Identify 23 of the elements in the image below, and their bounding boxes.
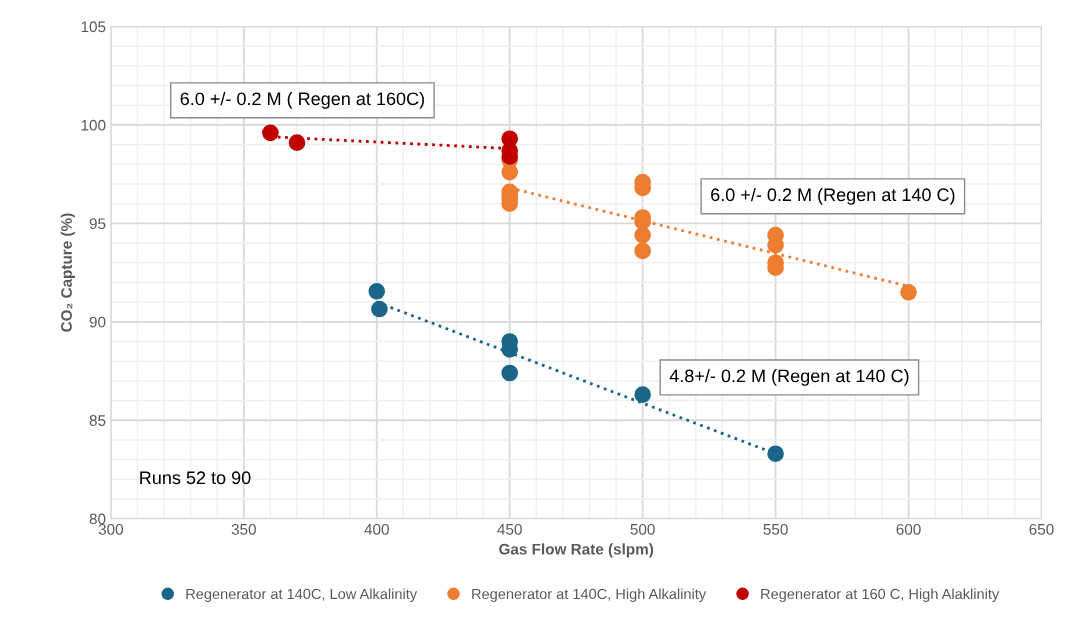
x-tick-label: 500	[630, 523, 655, 535]
x-tick-label: 600	[896, 523, 921, 535]
y-tick-label: 90	[89, 316, 106, 328]
y-tick-label: 85	[89, 415, 106, 426]
x-tick-label: 400	[364, 523, 389, 535]
y-tick-label: 80	[89, 513, 106, 525]
annotation: 6.0 +/- 0.2 M ( Regen at 160C)	[180, 91, 424, 109]
x-tick-label: 550	[763, 523, 788, 535]
x-tick-label: 650	[1029, 523, 1054, 535]
x-tick-label: 350	[231, 523, 256, 535]
x-tick-label: 300	[98, 523, 124, 535]
legend-label: Regenerator at 140C, High Alkalinity	[472, 588, 707, 602]
legend-label: Regenerator at 140C, Low Alkalinity	[186, 588, 418, 602]
y-tick-label: 95	[89, 218, 106, 230]
annotation: 4.8+/- 0.2 M (Regen at 140 C)	[669, 369, 909, 386]
y-tick-label: 105	[81, 21, 106, 33]
annotation: 6.0 +/- 0.2 M (Regen at 140 C)	[711, 187, 955, 205]
annotation: Runs 52 to 90	[140, 471, 251, 485]
legend-label: Regenerator at 160 C, High Alaklinity	[761, 588, 1000, 602]
y-tick-label: 100	[81, 119, 106, 131]
x-axis-title: Gas Flow Rate (slpm)	[499, 543, 654, 558]
x-tick-label: 450	[497, 523, 522, 535]
y-axis-title: CO₂ Capture (%)	[60, 213, 75, 332]
